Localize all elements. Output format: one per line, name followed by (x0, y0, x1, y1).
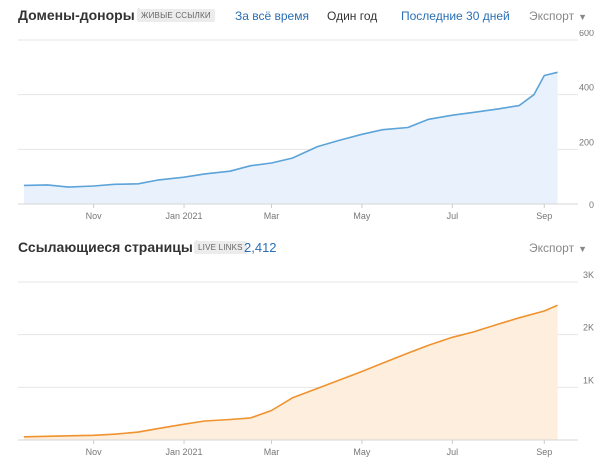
x-tick-label: Mar (264, 211, 280, 221)
referring-pages-title-text: Ссылающиеся страницы (18, 239, 193, 255)
x-tick-label: May (353, 447, 371, 457)
export-label: Экспорт (529, 241, 575, 255)
x-tick-label: Jan 2021 (166, 447, 203, 457)
x-tick-label: Nov (86, 211, 103, 221)
referring-pages-chart: 1K 2K 3K Nov Jan 2021 Mar May Jul Sep (18, 270, 594, 457)
x-tick-label: May (353, 211, 371, 221)
range-last-30-days[interactable]: Последние 30 дней (401, 9, 510, 23)
series-area (23, 305, 558, 440)
range-one-year[interactable]: Один год (327, 9, 378, 23)
referring-domains-header: Домены-донорыi ЖИВЫЕ ССЫЛКИ За всё время… (0, 3, 602, 29)
y-tick-label: 400 (579, 83, 594, 93)
x-tick-label: Jul (447, 447, 459, 457)
export-button[interactable]: Экспорт ▼ (529, 9, 587, 23)
x-tick-label: Jul (447, 211, 459, 221)
series-area (23, 72, 558, 204)
chevron-down-icon: ▼ (578, 244, 588, 254)
x-tick-label: Nov (86, 447, 103, 457)
y-tick-label: 200 (579, 137, 594, 147)
y-tick-label: 3K (583, 270, 594, 280)
x-tick-label: Sep (536, 211, 552, 221)
x-tick-label: Jan 2021 (166, 211, 203, 221)
x-tick-label: Mar (264, 447, 280, 457)
live-links-badge: LIVE LINKS (194, 241, 247, 254)
y-tick-label: 2K (583, 323, 594, 333)
y-tick-label: 0 (589, 200, 594, 210)
series-line[interactable] (23, 71, 558, 188)
referring-pages-count: 2,412 (244, 240, 277, 255)
referring-domains-chart: 0 200 400 600 Nov Jan 2021 Mar May Jul Sep (18, 30, 594, 221)
x-tick-label: Sep (536, 447, 552, 457)
export-label: Экспорт (529, 9, 575, 23)
y-tick-label: 600 (579, 30, 594, 38)
live-links-badge: ЖИВЫЕ ССЫЛКИ (137, 9, 215, 22)
export-button[interactable]: Экспорт ▼ (529, 241, 587, 255)
referring-domains-title: Домены-донорыi (18, 7, 140, 23)
referring-pages-header: Ссылающиеся страницыi LIVE LINKS 2,412 Э… (0, 235, 602, 261)
y-tick-label: 1K (583, 375, 594, 385)
range-all-time[interactable]: За всё время (235, 9, 309, 23)
chevron-down-icon: ▼ (578, 12, 588, 22)
referring-domains-title-text: Домены-доноры (18, 7, 135, 23)
series-line[interactable] (23, 304, 558, 438)
referring-pages-title: Ссылающиеся страницыi (18, 239, 198, 255)
